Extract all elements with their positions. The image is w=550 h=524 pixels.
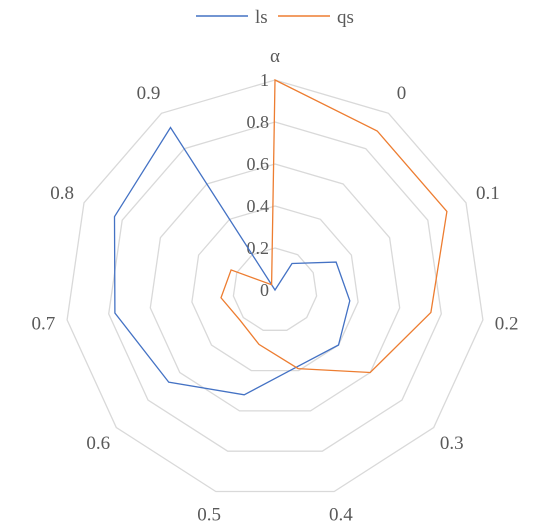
radial-tick-label: 0.4 [247,196,270,216]
category-label: 0.5 [197,505,221,524]
category-label: 0.2 [495,313,519,334]
category-label: 0.8 [50,183,74,204]
category-label: 0.9 [137,83,161,104]
radial-tick-label: 1 [260,70,269,90]
category-label: 0.4 [329,505,353,524]
series-line-ls [115,128,350,395]
category-label: 0.7 [32,313,56,334]
category-label: α [270,46,280,67]
category-label: 0 [397,83,407,104]
radial-tick-label: 0.6 [247,154,270,174]
category-label: 0.1 [476,183,500,204]
radial-tick-label: 0.2 [247,238,270,258]
category-label: 0.6 [86,433,110,454]
legend: ls qs [196,7,354,28]
radar-series [115,80,447,395]
legend-label: ls [255,7,268,28]
radar-grid [67,80,483,492]
grid-ring [67,80,483,492]
grid-ring [150,164,399,411]
radial-tick-labels: 00.20.40.60.81 [247,70,270,300]
grid-ring [192,206,358,371]
category-label: 0.3 [440,433,464,454]
grid-ring [109,122,442,451]
legend-label: qs [337,7,354,28]
radial-tick-label: 0.8 [247,112,270,132]
